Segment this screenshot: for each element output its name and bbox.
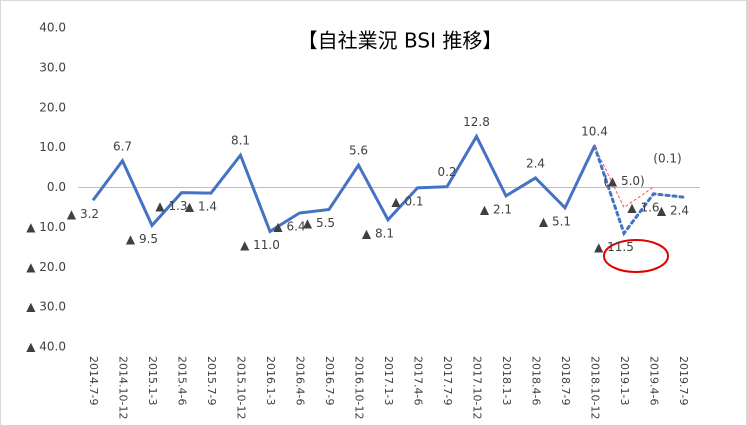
x-tick-label: 2015.10-12: [235, 356, 248, 419]
data-label: 0.2: [437, 165, 456, 179]
x-tick-label: 2014.7-9: [87, 356, 100, 405]
data-label: ▲ 11.0: [240, 238, 280, 252]
x-tick-label: 2016.1-3: [264, 356, 277, 405]
series-line: [593, 144, 685, 237]
chart-title: 【自社業況 BSI 推移】: [298, 29, 503, 53]
x-tick-label: 2018.7-9: [559, 356, 572, 405]
data-label: ▲ 1.4: [185, 200, 217, 214]
x-tick-label: 2015.7-9: [205, 356, 218, 405]
data-label: ▲ 8.1: [362, 226, 394, 240]
data-label: 10.4: [581, 125, 608, 139]
data-label: ▲ 5.5: [303, 216, 335, 230]
data-label: ▲ 0.1: [391, 194, 423, 208]
data-label: 8.1: [231, 134, 250, 148]
x-tick-label: 2019.1-3: [618, 356, 631, 405]
x-tick-label: 2014.10-12: [117, 356, 130, 419]
data-label: ▲ 2.1: [480, 202, 512, 216]
x-tick-label: 2017.1-3: [382, 356, 395, 405]
data-label: ▲ 3.2: [67, 207, 99, 221]
data-label: 6.7: [113, 139, 132, 153]
highlight-circle: [603, 239, 669, 273]
data-label: 12.8: [463, 115, 490, 129]
x-tick-label: 2019.4-6: [648, 356, 661, 405]
x-tick-label: 2017.7-9: [441, 356, 454, 405]
x-tick-label: 2015.1-3: [146, 356, 159, 405]
data-label: 2.4: [526, 156, 545, 170]
x-tick-label: 2017.10-12: [471, 356, 484, 419]
x-tick-label: 2016.7-9: [323, 356, 336, 405]
x-tick-label: 2018.10-12: [589, 356, 602, 419]
y-tick-label: 0.0: [47, 180, 66, 194]
data-label: 5.6: [349, 144, 368, 158]
data-label: (▲ 5.0): [603, 174, 645, 188]
y-tick-label: 40.0: [39, 21, 66, 35]
x-tick-label: 2016.4-6: [294, 356, 307, 405]
y-tick-label: ▲ 10.0: [26, 220, 66, 234]
data-label: ▲ 1.6: [627, 200, 659, 214]
x-tick-label: 2015.4-6: [176, 356, 189, 405]
x-tick-label: 2017.4-6: [412, 356, 425, 405]
y-tick-label: 10.0: [39, 140, 66, 154]
data-label: ▲ 2.4: [657, 204, 689, 218]
x-tick-label: 2019.7-9: [677, 356, 690, 405]
y-tick-label: 20.0: [39, 100, 66, 114]
x-tick-label: 2016.10-12: [353, 356, 366, 419]
series-line: [91, 133, 596, 234]
data-label: ▲ 9.5: [126, 232, 158, 246]
x-tick-label: 2018.4-6: [530, 356, 543, 405]
y-tick-label: ▲ 30.0: [26, 300, 66, 314]
series-line: [594, 145, 654, 209]
data-label: ▲ 1.3: [155, 199, 187, 213]
y-tick-label: 30.0: [39, 60, 66, 74]
y-tick-label: ▲ 20.0: [26, 260, 66, 274]
data-label: ▲ 11.5: [594, 240, 634, 254]
x-tick-label: 2018.1-3: [500, 356, 513, 405]
data-label: ▲ 6.4: [273, 220, 305, 234]
y-tick-label: ▲ 40.0: [26, 340, 66, 354]
data-label: (0.1): [653, 152, 681, 166]
data-label: ▲ 5.1: [539, 214, 571, 228]
